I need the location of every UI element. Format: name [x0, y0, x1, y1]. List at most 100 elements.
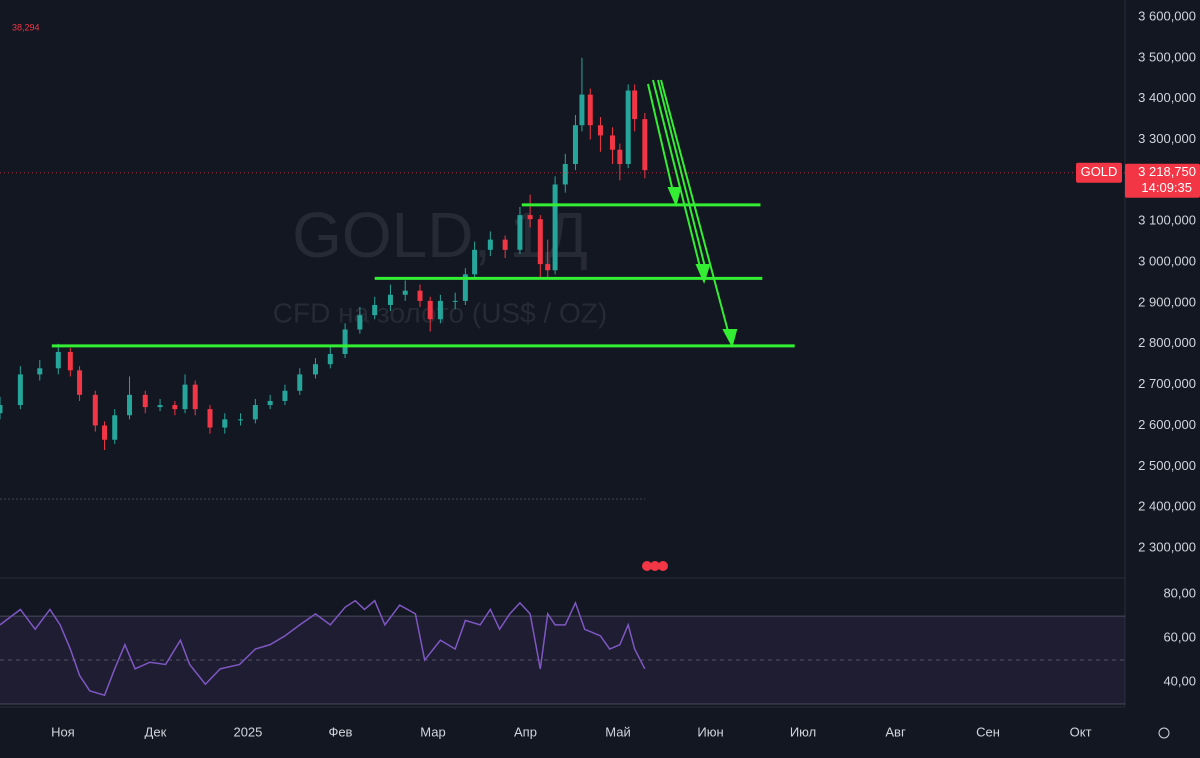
candle-body: [127, 394, 133, 416]
y-tick-label: 2 400,000: [1138, 499, 1196, 514]
x-tick-label: Июн: [697, 724, 723, 739]
candle-body: [462, 274, 468, 301]
candle-body: [437, 300, 443, 320]
y-tick-label: 2 600,000: [1138, 417, 1196, 432]
event-icon[interactable]: [642, 561, 652, 571]
settings-icon[interactable]: [1158, 727, 1170, 739]
candle-body: [587, 94, 593, 126]
candle-body: [472, 249, 478, 275]
candle-body: [387, 294, 393, 305]
candle-body: [372, 304, 378, 316]
candle-body: [452, 300, 458, 302]
candle-body: [487, 239, 493, 250]
arrow-head: [695, 264, 711, 284]
y-tick-label: 80,00: [1163, 586, 1196, 601]
candle-body: [267, 400, 273, 406]
y-tick-label: 3 600,000: [1138, 8, 1196, 23]
arrow: [647, 83, 675, 197]
candle-body: [617, 149, 623, 165]
candle-body: [207, 409, 213, 428]
arrow: [660, 79, 730, 336]
candle-body: [222, 419, 228, 428]
candle-body: [527, 215, 533, 220]
y-tick-label: 2 900,000: [1138, 294, 1196, 309]
arrow: [657, 79, 707, 272]
x-tick-label: Ноя: [51, 724, 75, 739]
rsi-line: [0, 599, 646, 697]
candle-body: [282, 390, 288, 401]
y-tick-label: 60,00: [1163, 629, 1196, 644]
candle-body: [342, 329, 348, 354]
y-tick-label: 3 300,000: [1138, 131, 1196, 146]
candle-body: [312, 364, 318, 375]
x-tick-label: Дек: [145, 724, 167, 739]
candle-body: [0, 405, 3, 414]
candle-body: [625, 90, 631, 165]
candle-body: [552, 184, 558, 271]
x-tick-label: Мар: [420, 724, 445, 739]
candle-body: [77, 370, 83, 395]
candle-body: [537, 219, 543, 265]
x-tick-label: Сен: [976, 724, 1000, 739]
symbol-label: GOLD: [1081, 164, 1118, 179]
candle-body: [572, 125, 578, 165]
x-tick-label: Июл: [790, 724, 816, 739]
legend-value: 38,294: [12, 22, 40, 32]
candle-body: [67, 351, 73, 371]
x-tick-label: 2025: [233, 724, 262, 739]
candle-body: [238, 419, 244, 421]
candle-body: [562, 164, 568, 185]
y-tick-label: 3 400,000: [1138, 90, 1196, 105]
candle-body: [357, 315, 363, 330]
candle-body: [597, 125, 603, 136]
candle-body: [402, 290, 408, 295]
candle-body: [142, 394, 148, 408]
candle-body: [172, 405, 178, 410]
watermark-title: GOLD, 1Д: [292, 199, 588, 271]
trend-arrows: [647, 79, 738, 348]
candle-body: [37, 368, 43, 375]
y-tick-label: 3 100,000: [1138, 213, 1196, 228]
event-icon[interactable]: [650, 561, 660, 571]
candle-body: [427, 300, 433, 320]
candle-body: [102, 425, 108, 440]
candle-body: [632, 90, 638, 120]
candle-body: [417, 290, 423, 301]
x-tick-label: Май: [605, 724, 630, 739]
candle-body: [642, 119, 648, 171]
candle-body: [157, 405, 163, 408]
candle-body: [297, 374, 303, 391]
candle-body: [17, 374, 23, 406]
y-tick-label: 2 300,000: [1138, 539, 1196, 554]
candle-body: [327, 353, 333, 365]
candle-body: [545, 264, 551, 271]
y-tick-label: 3 000,000: [1138, 254, 1196, 269]
candle-body: [579, 94, 585, 126]
arrow: [652, 79, 702, 272]
candle-body: [112, 415, 118, 440]
symbol-box: [1076, 162, 1122, 183]
y-tick-label: 2 800,000: [1138, 335, 1196, 350]
x-tick-label: Окт: [1070, 724, 1092, 739]
y-tick-label: 40,00: [1163, 673, 1196, 688]
candle-body: [252, 405, 258, 420]
last-price-label: 3 218,750: [1138, 164, 1196, 179]
y-tick-label: 3 500,000: [1138, 49, 1196, 64]
y-tick-label: 2 700,000: [1138, 376, 1196, 391]
y-tick-label: 2 500,000: [1138, 458, 1196, 473]
event-icon[interactable]: [658, 561, 668, 571]
countdown: 14:09:35: [1141, 180, 1192, 195]
x-tick-label: Авг: [885, 724, 906, 739]
candle-body: [192, 384, 198, 410]
candle-body: [609, 135, 615, 150]
candle-body: [92, 394, 98, 426]
candle-body: [517, 215, 523, 250]
x-tick-label: Фев: [328, 724, 352, 739]
candle-body: [55, 351, 61, 369]
arrow-head: [667, 187, 682, 208]
last-price-box: [1125, 163, 1200, 198]
arrow-head: [722, 329, 738, 348]
x-tick-label: Апр: [514, 724, 537, 739]
